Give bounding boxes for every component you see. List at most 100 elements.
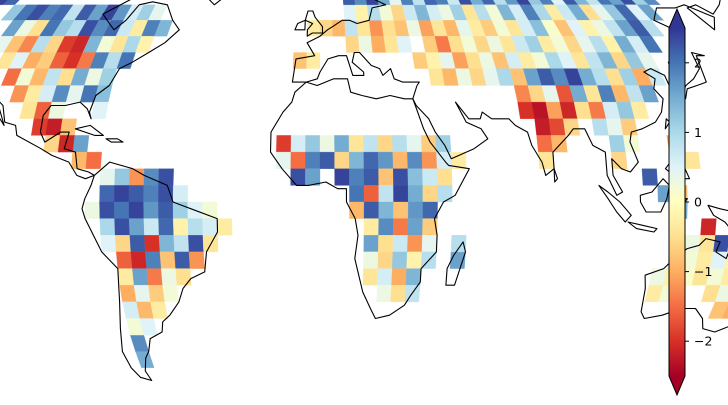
grid-cell-south-america [143,168,160,186]
bias-grid-cells [0,0,728,368]
coastline-segment [707,204,728,236]
colorbar-body [669,28,685,376]
coastline-segment [445,241,467,286]
grid-cell-africa [378,185,394,203]
grid-cell-africa [363,168,379,186]
coastline-segment [627,221,658,233]
colorbar: 2 1 0 −1 −2 [668,7,712,397]
grid-cell-africa [334,135,350,153]
grid-cell-south-america [143,201,159,219]
grid-cell-africa [392,151,408,169]
coastline-segment [269,78,470,320]
grid-cell-south-america [133,285,151,303]
grid-cell-south-america [114,185,130,203]
coastline-segment [598,184,632,223]
grid-cell-south-america [188,235,204,253]
grid-cell-eurasia [420,0,438,5]
grid-cell-south-america [119,285,137,303]
grid-cell-eurasia [409,0,426,5]
grid-cell-south-america [173,218,189,236]
grid-cell-africa [390,285,406,303]
grid-cell-africa [391,268,407,286]
colorbar-ticks: 2 1 0 −1 −2 [685,55,712,349]
grid-cell-africa [305,151,321,169]
coastline-segment [81,161,219,382]
coastlines [0,0,728,382]
grid-cell-north-america [31,118,49,136]
grid-cell-north-america [135,36,155,53]
grid-cell-africa [349,201,365,219]
grid-cell-south-america [159,251,176,269]
grid-cell-africa [407,168,423,186]
colorbar-tick-label: −2 [694,334,712,349]
grid-cell-south-america [143,185,159,203]
grid-cell-africa [319,135,335,153]
grid-cell-africa [363,235,379,253]
grid-cell-australia [683,151,701,169]
grid-cell-africa [407,201,424,219]
grid-cell-africa [363,251,379,269]
grid-cell-africa [290,151,306,169]
grid-cell-eurasia [375,0,391,5]
grid-cell-africa [420,135,437,153]
coastline-segment [291,0,723,196]
grid-cell-africa [378,168,394,186]
grid-cell-australia [641,168,658,186]
grid-cell-south-america [173,235,190,253]
colorbar-tick-label: −1 [694,264,712,279]
grid-cell-australia [712,235,728,253]
grid-cell-eurasia [608,135,626,153]
coastline-segment [304,10,324,37]
grid-cell-africa [406,135,423,153]
grid-cell-africa [363,185,379,203]
grid-cell-north-america [85,151,102,169]
grid-cell-eurasia [386,0,403,5]
grid-cell-eurasia [368,20,384,37]
grid-cell-africa [407,185,424,203]
grid-cell-eurasia [632,0,661,5]
grid-cell-south-america [117,268,135,286]
grid-cell-eurasia [534,118,552,136]
grid-cell-africa [348,151,365,169]
grid-cell-africa [392,235,408,253]
grid-cell-africa [422,168,438,186]
grid-cell-africa [393,218,409,236]
grid-cell-south-america [162,285,180,303]
grid-cell-eurasia [358,36,373,53]
grid-cell-eurasia [605,118,624,136]
grid-cell-eurasia [364,0,379,5]
grid-cell-africa [362,268,378,286]
grid-cell-south-america [202,218,218,236]
grid-cell-eurasia [536,135,554,153]
grid-cell-australia [707,301,728,319]
grid-cell-south-america [175,268,192,286]
grid-cell-eurasia [623,135,641,153]
grid-cell-south-america [84,201,100,219]
grid-cell-africa [276,135,292,153]
grid-cell-africa [378,201,394,219]
grid-cell-africa [407,218,423,236]
grid-cell-eurasia [620,118,638,136]
coastline-segment [553,168,559,183]
grid-cell-south-america [128,218,145,236]
grid-cell-africa [393,201,409,219]
grid-cell-africa [334,151,350,169]
grid-cell-africa [349,185,365,203]
grid-cell-eurasia [638,85,659,103]
grid-cell-eurasia [383,36,400,53]
grid-cell-south-america [145,251,162,269]
grid-cell-south-america [114,235,131,253]
grid-cell-africa [392,135,408,153]
grid-cell-eurasia [342,0,356,5]
grid-cell-eurasia [591,118,609,136]
grid-cell-south-america [187,218,204,236]
grid-cell-south-america [143,218,160,236]
coastline-segment [682,51,707,100]
grid-cell-south-america [114,168,130,186]
grid-cell-south-america [114,218,130,236]
grid-cell-south-america [158,235,175,253]
coastline-segment [0,0,180,180]
grid-cell-eurasia [343,4,357,21]
grid-cell-africa [393,185,409,203]
grid-cell-africa [377,251,393,269]
